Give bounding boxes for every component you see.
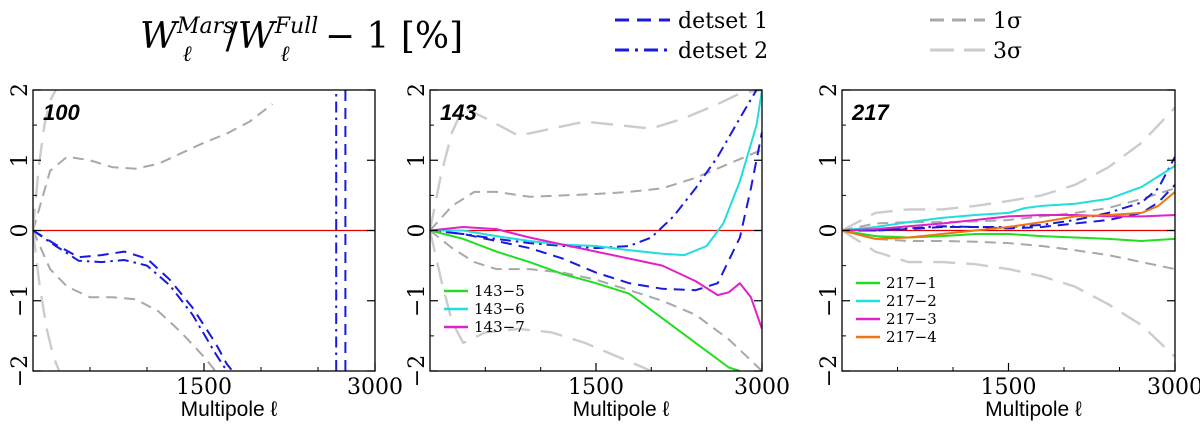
- title-sup1: Mars: [176, 14, 234, 39]
- series-143-6: [430, 90, 762, 257]
- series-1-upper: [430, 148, 762, 232]
- y-tick-label: 2: [405, 83, 430, 97]
- x-axis-label: Multipole ℓ: [573, 398, 670, 421]
- title-base2: W: [238, 16, 278, 57]
- y-tick-label: −1: [405, 285, 430, 317]
- series-3-lower: [33, 230, 61, 371]
- series-217-1: [842, 229, 1175, 242]
- series-1-upper: [33, 103, 274, 231]
- legend-label: 217−3: [886, 310, 937, 328]
- series-1-lower: [842, 229, 1175, 271]
- legend-label: 143−5: [474, 282, 525, 300]
- legend-label: 143−6: [474, 300, 525, 318]
- series-217-4: [842, 191, 1175, 240]
- legend-label-detset-1: detset 1: [678, 9, 768, 34]
- legend-label: 217−1: [886, 274, 937, 292]
- x-tick-label: 3000: [347, 375, 403, 400]
- y-tick-label: 1: [817, 153, 842, 167]
- series-217-2: [842, 165, 1175, 232]
- title-base: W: [140, 16, 180, 57]
- legend-label: 143−7: [474, 318, 525, 336]
- series-group: [33, 90, 347, 371]
- x-axis-label: Multipole ℓ: [181, 398, 278, 421]
- panel-143: −2 −1 0 1 2 1500 3000 Multipole ℓ 143 143−5143−61…: [405, 83, 790, 421]
- y-tick-label: −2: [817, 355, 842, 387]
- legend-label-detset-2: detset 2: [678, 39, 768, 64]
- y-tick-label: 2: [817, 83, 842, 97]
- panel-100: −2 −1 0 1 2 1500 3000 Multipole ℓ 100: [8, 83, 403, 421]
- y-tick-label: 2: [8, 83, 33, 97]
- title-sub1: ℓ: [182, 42, 192, 67]
- series-1-lower: [33, 230, 217, 371]
- panel-label: 217: [851, 100, 890, 125]
- y-tick-label: −1: [8, 285, 33, 317]
- top-legend: detset 1 detset 2 1σ 3σ: [615, 9, 1022, 64]
- figure-title: WMars ℓ/WFull ℓ − 1 [%]: [140, 14, 463, 67]
- series-group: [842, 106, 1175, 358]
- series-3-upper: [842, 106, 1175, 232]
- y-tick-label: 1: [8, 153, 33, 167]
- panel-label: 100: [43, 100, 80, 125]
- panel-label: 143: [440, 100, 477, 125]
- legend-label-3sigma: 3σ: [993, 39, 1022, 64]
- x-tick-label: 1500: [981, 375, 1037, 400]
- legend-label: 217−4: [886, 328, 937, 346]
- series-detset-1: [430, 132, 762, 292]
- y-tick-label: −2: [8, 355, 33, 387]
- x-tick-label: 1500: [568, 375, 624, 400]
- series-detset-1: [842, 184, 1175, 232]
- series-3-upper: [430, 90, 762, 231]
- y-tick-label: −2: [405, 355, 430, 387]
- series-1-lower: [430, 229, 762, 371]
- x-axis-label: Multipole ℓ: [985, 398, 1082, 421]
- y-tick-label: 1: [405, 153, 430, 167]
- series-1-upper: [842, 187, 1175, 232]
- series-217-3: [842, 214, 1175, 232]
- series-3-lower: [842, 229, 1175, 358]
- series-3-upper: [33, 90, 57, 231]
- title-sup2: Full: [274, 14, 319, 39]
- legend-label-1sigma: 1σ: [993, 9, 1022, 34]
- y-tick-label: 0: [817, 224, 842, 238]
- legend-label: 217−2: [886, 292, 937, 310]
- x-tick-label: 3000: [734, 375, 790, 400]
- x-tick-label: 3000: [1147, 375, 1200, 400]
- series-detset-2: [842, 156, 1175, 232]
- series-3-lower: [430, 230, 652, 371]
- x-tick-label: 1500: [176, 375, 232, 400]
- series-143-5: [430, 229, 741, 371]
- y-tick-label: −1: [817, 285, 842, 317]
- y-tick-label: 0: [8, 224, 33, 238]
- y-tick-label: 0: [405, 224, 430, 238]
- title-rest: − 1 [%]: [313, 16, 463, 57]
- series-group: [430, 90, 762, 371]
- title-sub2: ℓ: [280, 42, 290, 67]
- series-143-7: [430, 226, 762, 330]
- series-detset-1: [33, 229, 234, 371]
- series-detset-2: [33, 229, 228, 371]
- series-detset-2: [430, 90, 758, 250]
